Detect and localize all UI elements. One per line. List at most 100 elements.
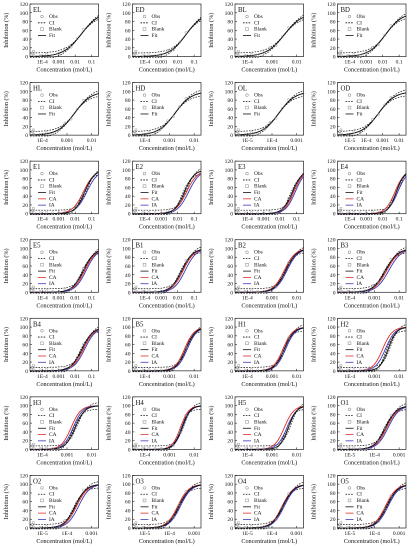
- y-tick-label: 120: [225, 316, 234, 322]
- y-axis-title: Inhibition (%): [3, 484, 10, 519]
- panel-title: OL: [238, 86, 247, 93]
- obs-point: [280, 351, 284, 355]
- y-axis-title: Inhibition (%): [311, 327, 318, 362]
- x-tick-label: 1E-5: [344, 138, 355, 144]
- obs-point: [287, 261, 290, 265]
- legend-blank-label: Blank: [254, 341, 267, 347]
- y-tick-label: 20: [227, 439, 233, 445]
- fit-line: [234, 16, 304, 57]
- obs-point: [69, 436, 73, 440]
- x-axis-title: Concentration (mol/L): [344, 538, 400, 545]
- fit-line: [337, 406, 407, 450]
- y-tick-label: 120: [225, 81, 234, 87]
- panel-title: BL: [238, 7, 247, 14]
- obs-point: [57, 368, 61, 372]
- legend-fit-label: Fit: [254, 269, 260, 275]
- obs-point: [57, 446, 61, 450]
- y-tick-label: 100: [20, 168, 29, 174]
- x-tick-label: 0.001: [257, 217, 270, 223]
- chart-panel-h2: 0 20 40 60 80 100 120 Inhibition (%) 1E-4 0.001 0.…: [311, 316, 407, 388]
- obs-point: [178, 359, 182, 363]
- obs-point: [377, 43, 380, 46]
- legend-blank-marker: [347, 420, 352, 424]
- obs-point: [352, 289, 356, 293]
- ci-lower-line: [30, 174, 99, 215]
- blank-point: [237, 50, 240, 53]
- x-tick-label: 1E-4: [344, 295, 355, 301]
- legend-ca-label: CA: [49, 432, 57, 438]
- y-tick-label: 80: [227, 412, 233, 418]
- panel-title: OD: [341, 86, 351, 93]
- legend-obs-marker: [142, 250, 147, 254]
- x-axis-title: Concentration (mol/L): [36, 302, 92, 309]
- obs-point: [32, 211, 36, 215]
- legend-blank-marker: [40, 27, 44, 31]
- obs-point: [82, 408, 85, 412]
- ci-upper-line: [337, 173, 407, 211]
- ci-upper-line: [30, 402, 99, 447]
- y-tick-label: 100: [225, 11, 234, 17]
- obs-point: [268, 521, 272, 524]
- obs-point: [141, 290, 145, 293]
- y-tick-label: 120: [20, 81, 29, 87]
- legend-ci-label: CI: [49, 413, 55, 419]
- ci-upper-line: [234, 90, 304, 132]
- panel-title: O2: [33, 478, 42, 485]
- y-tick-label: 120: [122, 316, 131, 322]
- x-axis-title: Concentration (mol/L): [36, 67, 92, 74]
- ci-lower-line: [30, 487, 99, 530]
- legend-ia-label: IA: [254, 438, 260, 444]
- y-tick-label: 80: [330, 412, 336, 418]
- chart-panel-o2: 0 20 40 60 80 100 120 Inhibition (%) 1E-5 1E-4 0.0…: [3, 473, 99, 545]
- legend-obs-marker: [40, 14, 44, 19]
- legend-blank-marker: [347, 341, 352, 345]
- legend-ia-label: IA: [254, 281, 260, 287]
- obs-point: [82, 342, 85, 346]
- legend-blank-label: Blank: [49, 341, 62, 347]
- x-axis-title: Concentration (mol/L): [241, 224, 297, 231]
- obs-point: [166, 119, 169, 123]
- legend-fit-label: Fit: [152, 504, 158, 510]
- fit-line: [132, 484, 202, 529]
- x-axis-title: Concentration (mol/L): [241, 67, 297, 74]
- legend-blank-label: Blank: [254, 27, 267, 33]
- legend-blank-label: Blank: [357, 27, 370, 33]
- y-axis-title: Inhibition (%): [208, 484, 215, 519]
- obs-point: [38, 525, 42, 529]
- y-tick-label: 120: [122, 159, 131, 165]
- y-axis-title: Inhibition (%): [311, 13, 318, 48]
- obs-point: [159, 53, 163, 56]
- x-tick-label: 1E-4: [267, 531, 278, 537]
- x-tick-label: 1E-5: [139, 531, 150, 537]
- obs-point: [38, 132, 42, 136]
- x-tick-label: 0.01: [70, 374, 80, 380]
- ci-lower-line: [235, 252, 304, 294]
- legend-fit-label: Fit: [152, 426, 158, 432]
- fit-line: [30, 171, 99, 215]
- obs-point: [237, 525, 241, 529]
- y-tick-label: 80: [125, 255, 131, 261]
- y-tick-label: 100: [225, 482, 234, 488]
- obs-point: [268, 46, 272, 49]
- x-axis-title: Concentration (mol/L): [139, 381, 195, 388]
- obs-point: [69, 365, 73, 369]
- obs-point: [346, 368, 350, 372]
- y-tick-label: 0: [25, 290, 28, 296]
- y-tick-label: 20: [22, 517, 28, 523]
- y-tick-label: 80: [330, 177, 336, 183]
- y-tick-label: 60: [330, 264, 336, 270]
- x-tick-label: 1E-4: [37, 60, 48, 66]
- legend-fit-label: Fit: [152, 269, 158, 275]
- y-tick-label: 60: [330, 500, 336, 506]
- obs-point: [389, 338, 393, 342]
- x-tick-label: 1E-4: [344, 60, 355, 66]
- obs-point: [383, 355, 387, 359]
- x-axis-title: Concentration (mol/L): [344, 224, 400, 231]
- legend-obs-marker: [245, 329, 249, 333]
- legend-ca-label: CA: [49, 275, 57, 281]
- fit-line: [337, 484, 407, 529]
- blank-point: [134, 285, 138, 289]
- legend-fit-label: Fit: [152, 33, 158, 39]
- obs-point: [250, 525, 253, 528]
- x-axis-title: Concentration (mol/L): [36, 538, 92, 545]
